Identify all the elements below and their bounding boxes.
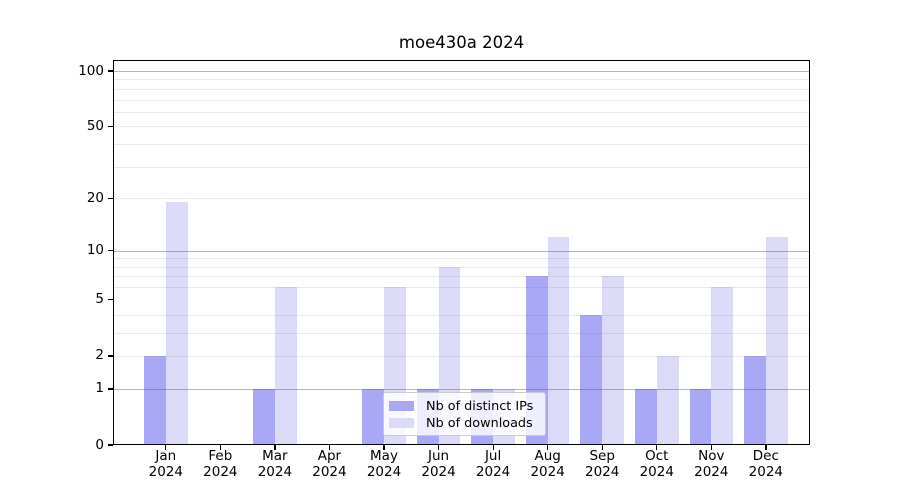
- chart-title: moe430a 2024: [398, 33, 525, 52]
- x-tick-label: Oct 2024: [639, 448, 674, 480]
- x-tick-mark: [274, 445, 276, 450]
- x-tick-label: Sep 2024: [585, 448, 620, 480]
- minor-gridline: [114, 144, 809, 146]
- legend: Nb of distinct IPs Nb of downloads: [383, 392, 546, 436]
- bar-downloads: [274, 287, 297, 445]
- bar-distinct-ips: [634, 388, 657, 445]
- x-tick-mark: [219, 445, 222, 450]
- x-tick-label: Jul 2024: [475, 448, 511, 480]
- x-tick-label: Aug 2024: [530, 448, 565, 480]
- x-tick-label: Feb 2024: [203, 448, 238, 480]
- bar-distinct-ips: [689, 388, 712, 445]
- x-tick-mark: [165, 445, 167, 450]
- y-tick-mark: [108, 388, 113, 390]
- x-tick-label: Jun 2024: [421, 448, 456, 480]
- x-tick-label: May 2024: [366, 448, 402, 480]
- x-tick-mark: [437, 445, 440, 450]
- bar-downloads: [165, 202, 188, 445]
- x-tick-mark: [765, 445, 767, 450]
- x-tick-mark: [383, 445, 385, 450]
- bar-downloads: [711, 287, 734, 445]
- y-tick-label: 2: [95, 347, 104, 364]
- legend-item: Nb of distinct IPs: [389, 398, 538, 414]
- bar-downloads: [602, 276, 624, 445]
- bar-downloads: [547, 237, 570, 445]
- y-tick-mark: [108, 250, 113, 252]
- x-tick-label: Dec 2024: [748, 448, 784, 480]
- minor-gridline: [114, 198, 809, 200]
- x-tick-label: Jan 2024: [148, 448, 183, 480]
- y-tick-label: 5: [95, 291, 104, 308]
- legend-label: Nb of downloads: [426, 415, 533, 431]
- bar-distinct-ips: [744, 355, 766, 445]
- minor-gridline: [114, 266, 809, 268]
- minor-gridline: [114, 88, 809, 90]
- y-tick-mark: [108, 299, 113, 301]
- legend-swatch: [389, 401, 414, 411]
- y-tick-mark: [108, 444, 113, 446]
- legend-swatch: [389, 418, 414, 428]
- y-tick-label: 1: [95, 380, 104, 397]
- x-tick-label: Apr 2024: [312, 448, 347, 480]
- bar-distinct-ips: [253, 388, 275, 445]
- x-tick-mark: [710, 445, 712, 450]
- major-gridline: [114, 250, 809, 252]
- bar-distinct-ips: [580, 314, 603, 445]
- x-tick-mark: [328, 445, 331, 450]
- legend-label: Nb of distinct IPs: [426, 398, 534, 414]
- y-tick-mark: [108, 125, 113, 128]
- bar-distinct-ips: [362, 388, 384, 445]
- x-tick-label: Nov 2024: [694, 448, 729, 480]
- bar-downloads: [765, 237, 788, 445]
- minor-gridline: [114, 166, 809, 168]
- minor-gridline: [114, 99, 809, 101]
- minor-gridline: [114, 355, 809, 357]
- x-tick-mark: [601, 445, 603, 450]
- major-gridline: [114, 388, 809, 390]
- x-tick-mark: [547, 445, 549, 450]
- minor-gridline: [114, 287, 809, 289]
- minor-gridline: [114, 111, 809, 113]
- x-tick-mark: [492, 445, 494, 450]
- minor-gridline: [114, 332, 809, 334]
- minor-gridline: [114, 314, 809, 316]
- legend-item: Nb of downloads: [389, 415, 538, 431]
- minor-gridline: [114, 258, 809, 260]
- x-tick-mark: [656, 445, 658, 450]
- minor-gridline: [114, 79, 809, 81]
- y-tick-label: 10: [86, 242, 104, 259]
- x-tick-label: Mar 2024: [257, 448, 293, 480]
- y-tick-label: 20: [86, 189, 104, 206]
- y-tick-label: 100: [78, 62, 104, 79]
- y-tick-label: 50: [86, 117, 104, 134]
- minor-gridline: [114, 126, 809, 128]
- minor-gridline: [114, 276, 809, 278]
- y-tick-label: 0: [95, 436, 104, 453]
- y-tick-mark: [108, 70, 113, 72]
- bar-distinct-ips: [144, 355, 166, 445]
- bar-downloads: [656, 355, 679, 445]
- major-gridline: [114, 71, 809, 72]
- y-tick-mark: [108, 355, 113, 357]
- y-tick-mark: [108, 197, 113, 199]
